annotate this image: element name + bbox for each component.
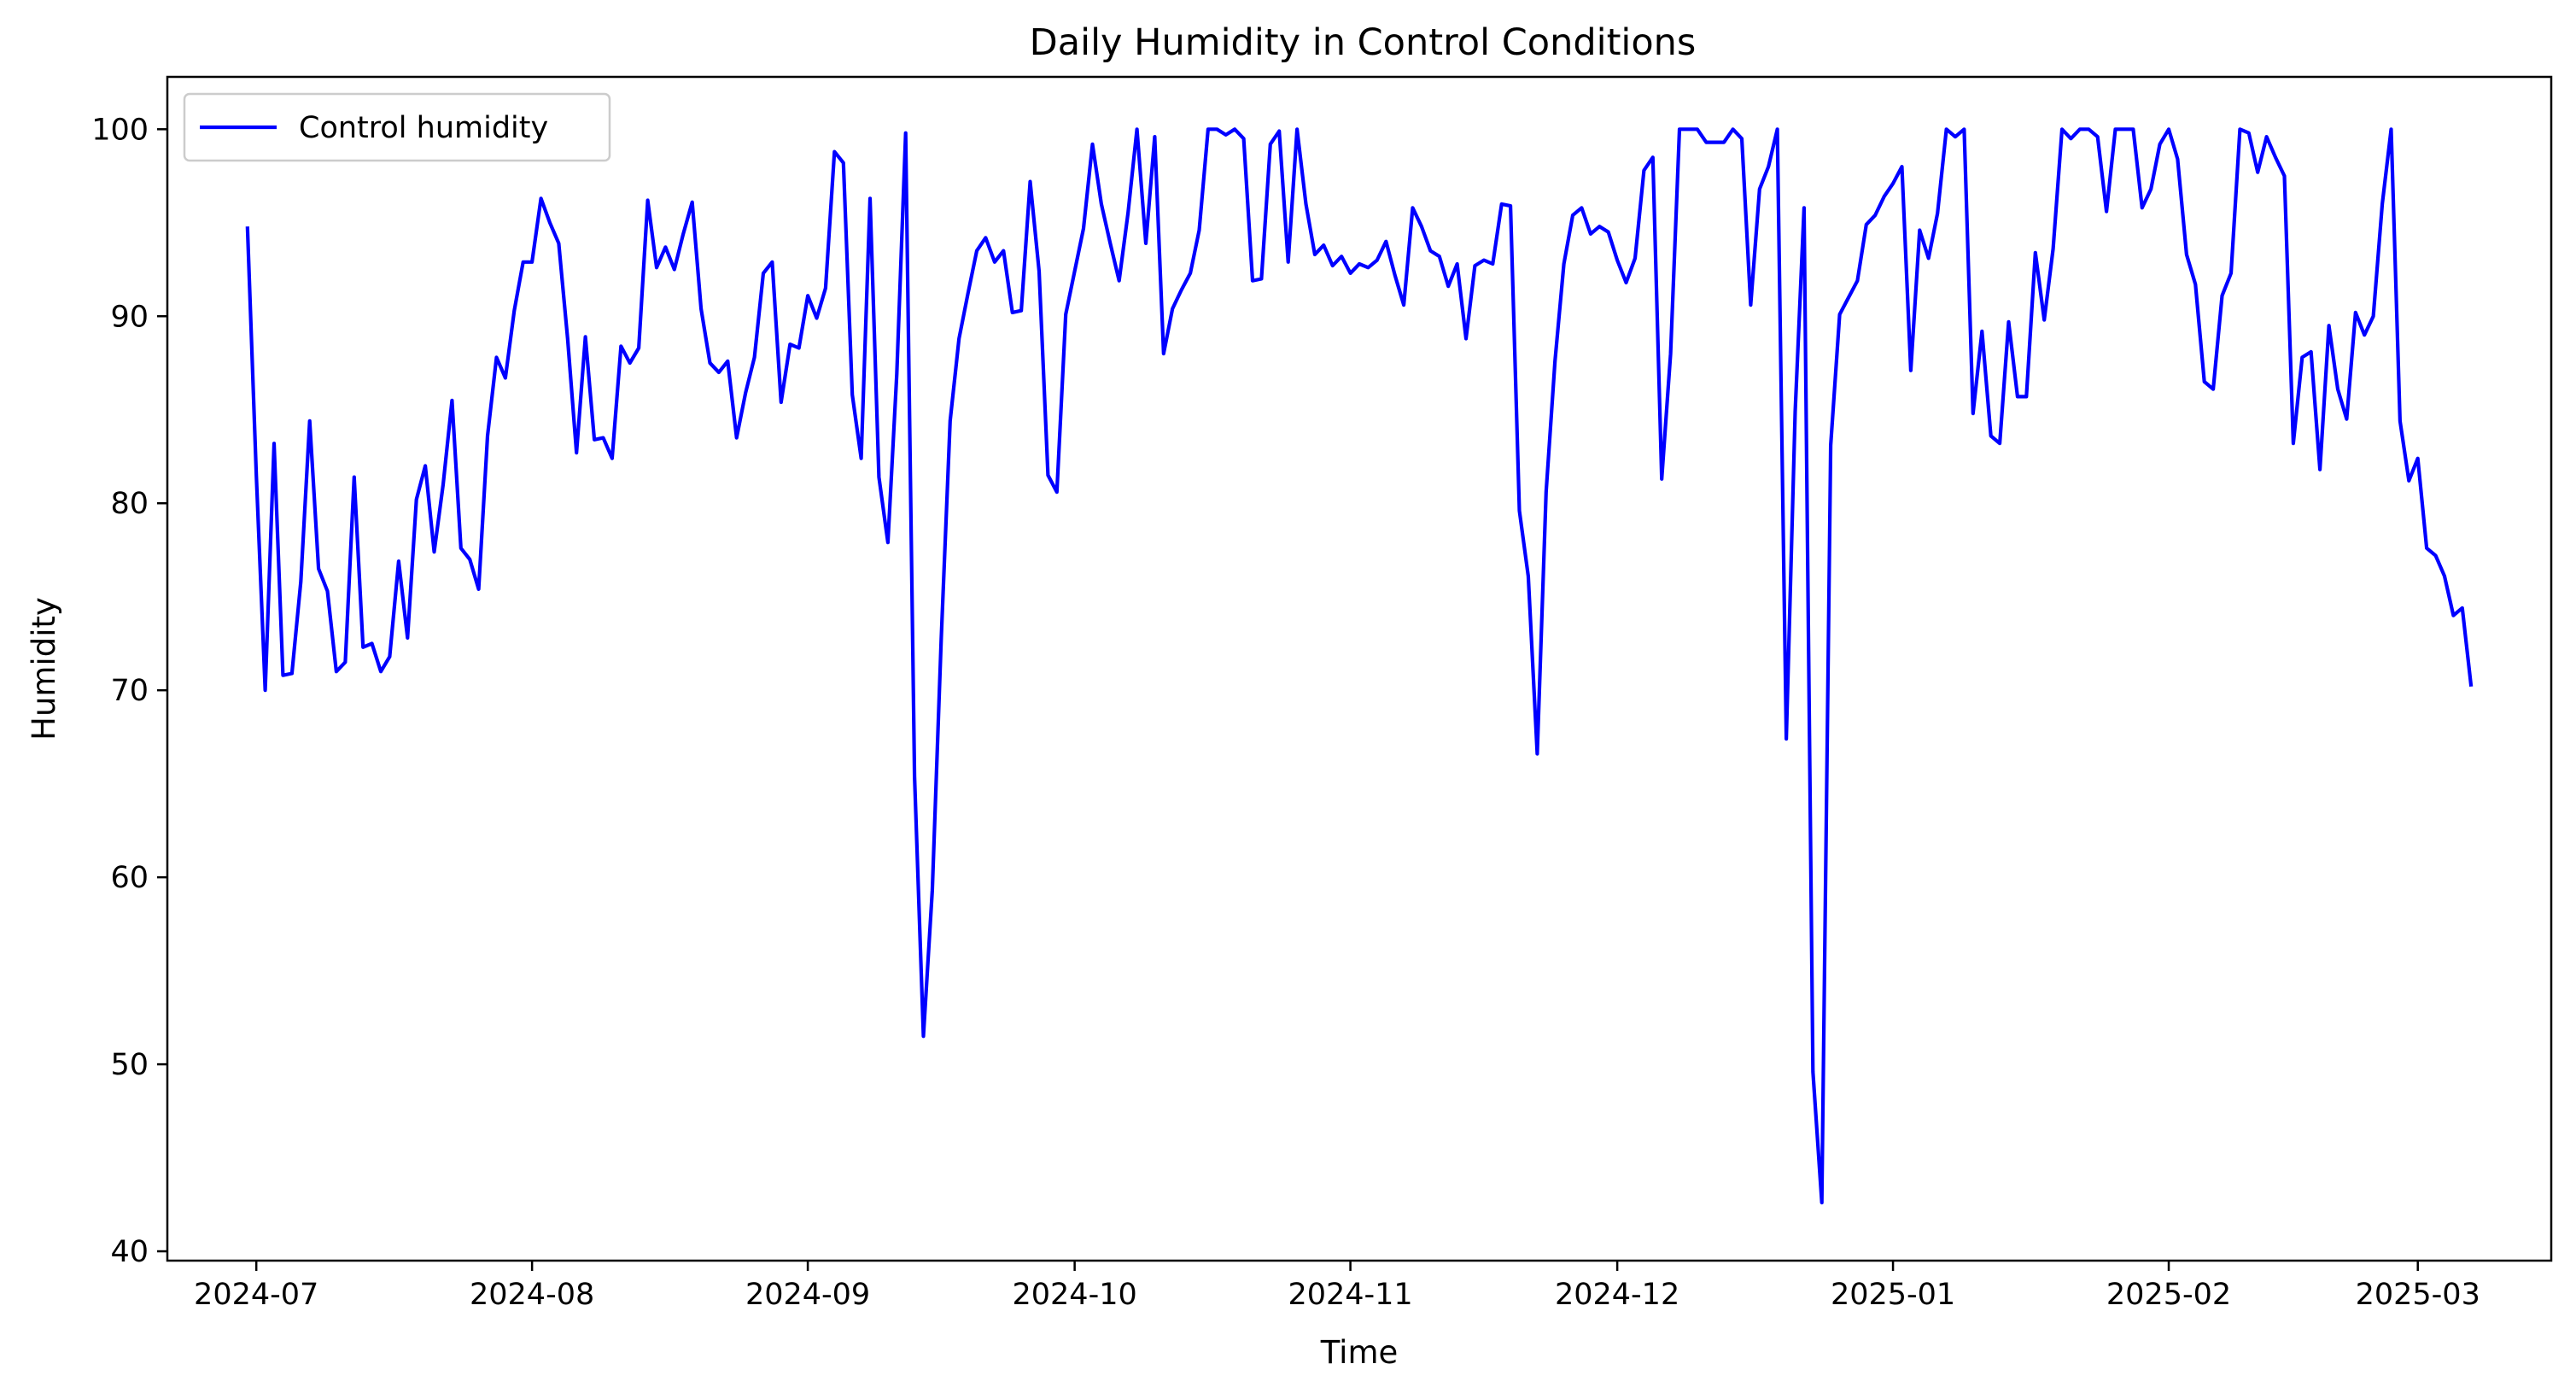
x-tick-label: 2024-10 <box>1013 1278 1137 1312</box>
x-tick-label: 2025-01 <box>1831 1278 1955 1312</box>
legend-box <box>183 92 611 162</box>
x-axis-label: Time <box>1320 1334 1399 1371</box>
plot-area <box>245 127 2474 1205</box>
x-tick-label: 2024-08 <box>470 1278 594 1312</box>
y-axis: 40 50 60 70 80 90 100 <box>91 113 167 1269</box>
y-tick-label: 50 <box>110 1048 149 1082</box>
y-axis-label: Humidity <box>26 597 62 740</box>
y-tick-label: 70 <box>110 674 149 708</box>
chart-title: Daily Humidity in Control Conditions <box>1030 21 1697 64</box>
y-tick-label: 90 <box>110 300 149 334</box>
x-tick-label: 2024-07 <box>194 1278 318 1312</box>
y-tick-label: 80 <box>110 487 149 521</box>
legend: Control humidity <box>183 92 611 162</box>
x-axis: 2024-07 2024-08 2024-09 2024-10 2024-11 2024-… <box>194 1261 2480 1312</box>
axes-frame <box>166 75 2553 1262</box>
y-tick-label: 60 <box>110 861 149 895</box>
x-tick-label: 2025-02 <box>2106 1278 2231 1312</box>
series-line-control-humidity <box>245 127 2474 1205</box>
x-tick-label: 2024-09 <box>745 1278 870 1312</box>
x-tick-label: 2024-12 <box>1555 1278 1679 1312</box>
y-tick-label: 100 <box>91 113 149 147</box>
y-tick-label: 40 <box>110 1235 149 1269</box>
legend-entry-control-humidity: Control humidity <box>299 111 548 145</box>
x-tick-label: 2024-11 <box>1288 1278 1412 1312</box>
x-tick-label: 2025-03 <box>2356 1278 2480 1312</box>
